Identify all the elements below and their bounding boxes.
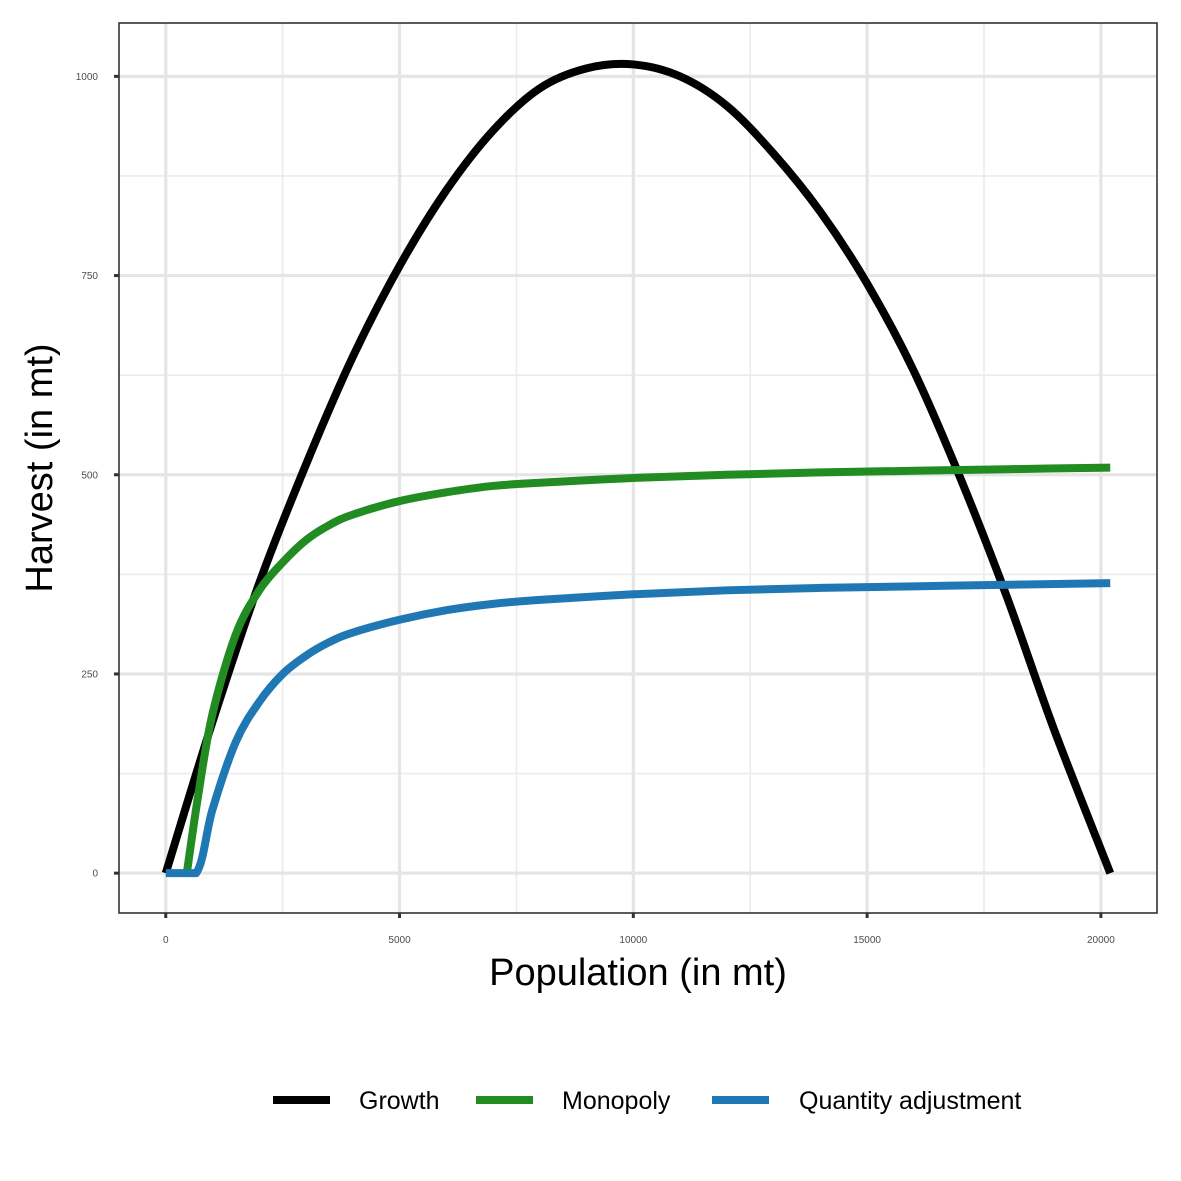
y-tick-label-0: 0 xyxy=(92,869,98,880)
minor-grid xyxy=(119,23,1157,913)
legend: Growth Monopoly Quantity adjustment xyxy=(273,1087,1021,1115)
x-tick-label-1: 5000 xyxy=(388,935,411,946)
x-tick-label-3: 15000 xyxy=(853,935,881,946)
y-tick-label-1: 250 xyxy=(81,669,98,680)
y-tick-label-4: 1000 xyxy=(76,72,99,83)
series-layer xyxy=(161,59,1114,878)
tick-labels: 0 5000 10000 15000 20000 0 250 500 750 1000 xyxy=(76,72,1115,946)
y-axis-title: Harvest (in mt) xyxy=(19,343,61,592)
series-line-quantity-adjustment xyxy=(165,579,1111,878)
x-tick-label-4: 20000 xyxy=(1087,935,1115,946)
axis-ticks xyxy=(114,74,1103,918)
major-grid xyxy=(119,23,1157,913)
legend-label-quantity-adjustment: Quantity adjustment xyxy=(799,1087,1021,1115)
legend-label-growth: Growth xyxy=(359,1087,440,1115)
x-tick-label-2: 10000 xyxy=(619,935,647,946)
x-tick-label-0: 0 xyxy=(163,935,169,946)
series-line-monopoly xyxy=(182,463,1111,874)
y-tick-label-2: 500 xyxy=(81,470,98,481)
legend-label-monopoly: Monopoly xyxy=(562,1087,671,1115)
y-tick-label-3: 750 xyxy=(81,271,98,282)
x-axis-title: Population (in mt) xyxy=(489,952,787,994)
panel-border xyxy=(118,22,1158,914)
series-line-growth xyxy=(161,59,1114,875)
